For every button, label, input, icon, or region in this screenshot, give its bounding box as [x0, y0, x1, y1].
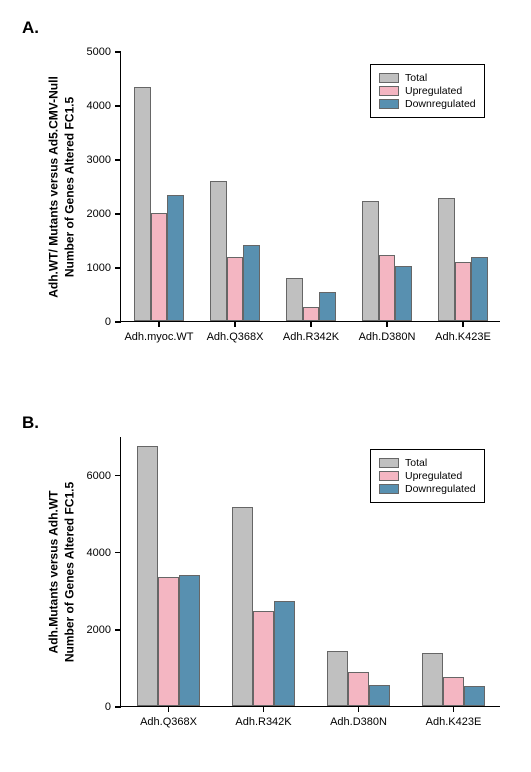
legend-label: Total [405, 72, 427, 84]
legend-item: Upregulated [379, 85, 476, 97]
x-tick-label: Adh.R342K [283, 321, 339, 343]
bar-downregulated [464, 686, 485, 706]
legend-item: Upregulated [379, 470, 476, 482]
bar-downregulated [369, 685, 390, 706]
legend-swatch [379, 484, 399, 494]
chart-a-legend: TotalUpregulatedDownregulated [370, 64, 485, 118]
bar-upregulated [158, 577, 179, 706]
x-tick-label: Adh.R342K [235, 706, 291, 728]
legend-item: Total [379, 457, 476, 469]
y-tick-label: 3000 [87, 154, 121, 166]
ylabel-line2: Number of Genes Altered FC1.5 [62, 97, 76, 277]
legend-label: Downregulated [405, 98, 476, 110]
bar-total [286, 278, 303, 321]
legend-label: Upregulated [405, 470, 462, 482]
legend-item: Downregulated [379, 98, 476, 110]
x-tick-label: Adh.D380N [359, 321, 416, 343]
legend-label: Upregulated [405, 85, 462, 97]
legend-label: Downregulated [405, 483, 476, 495]
legend-swatch [379, 99, 399, 109]
y-tick-label: 1000 [87, 262, 121, 274]
bar-downregulated [471, 257, 488, 321]
bar-total [210, 181, 227, 321]
x-tick-label: Adh.K423E [426, 706, 482, 728]
x-tick-label: Adh.myoc.WT [124, 321, 193, 343]
bar-upregulated [151, 213, 168, 321]
legend-item: Total [379, 72, 476, 84]
legend-swatch [379, 471, 399, 481]
chart-a-container: Adh.WT/ Mutants versus Ad5.CMV-NullNumbe… [0, 10, 531, 385]
bar-upregulated [455, 262, 472, 321]
y-tick-label: 4000 [87, 547, 121, 559]
x-tick-label: Adh.Q368X [140, 706, 197, 728]
bar-total [438, 198, 455, 321]
chart-a-y-axis-label: Adh.WT/ Mutants versus Ad5.CMV-NullNumbe… [46, 76, 77, 298]
bar-total [137, 446, 158, 706]
bar-upregulated [348, 672, 369, 706]
bar-downregulated [274, 601, 295, 706]
legend-swatch [379, 458, 399, 468]
chart-b-legend: TotalUpregulatedDownregulated [370, 449, 485, 503]
y-tick-label: 2000 [87, 208, 121, 220]
chart-b-y-axis-label: Adh.Mutants versus Adh.WTNumber of Genes… [46, 482, 77, 662]
bar-downregulated [243, 245, 260, 321]
legend-label: Total [405, 457, 427, 469]
bar-total [134, 87, 151, 321]
x-tick-label: Adh.Q368X [207, 321, 264, 343]
bar-downregulated [319, 292, 336, 321]
ylabel-line1: Adh.WT/ Mutants versus Ad5.CMV-Null [46, 76, 60, 298]
bar-downregulated [179, 575, 200, 706]
legend-item: Downregulated [379, 483, 476, 495]
bar-downregulated [395, 266, 412, 321]
bar-upregulated [379, 255, 396, 321]
bar-upregulated [303, 307, 320, 321]
bar-total [422, 653, 443, 706]
bar-total [232, 507, 253, 706]
bar-downregulated [167, 195, 184, 321]
bar-total [327, 651, 348, 706]
bar-upregulated [443, 677, 464, 707]
legend-swatch [379, 73, 399, 83]
y-tick-label: 2000 [87, 624, 121, 636]
chart-b-container: Adh.Mutants versus Adh.WTNumber of Genes… [0, 405, 531, 765]
bar-total [362, 201, 379, 321]
panel-a: A. Adh.WT/ Mutants versus Ad5.CMV-NullNu… [0, 10, 531, 385]
y-tick-label: 5000 [87, 46, 121, 58]
bar-upregulated [227, 257, 244, 321]
panel-b: B. Adh.Mutants versus Adh.WTNumber of Ge… [0, 405, 531, 765]
y-tick-label: 0 [105, 701, 121, 713]
legend-swatch [379, 86, 399, 96]
y-tick-label: 4000 [87, 100, 121, 112]
y-tick-label: 6000 [87, 470, 121, 482]
ylabel-line2: Number of Genes Altered FC1.5 [62, 482, 76, 662]
ylabel-line1: Adh.Mutants versus Adh.WT [46, 491, 60, 654]
y-tick-label: 0 [105, 316, 121, 328]
x-tick-label: Adh.K423E [435, 321, 491, 343]
bar-upregulated [253, 611, 274, 706]
x-tick-label: Adh.D380N [330, 706, 387, 728]
